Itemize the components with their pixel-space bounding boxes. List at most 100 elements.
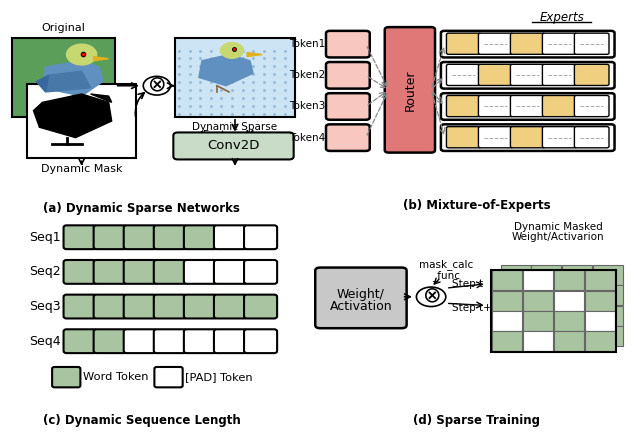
Text: Weight/Activarion: Weight/Activarion <box>512 232 605 242</box>
FancyBboxPatch shape <box>326 124 370 151</box>
FancyBboxPatch shape <box>93 329 127 353</box>
FancyBboxPatch shape <box>562 306 592 326</box>
Polygon shape <box>40 94 112 137</box>
FancyBboxPatch shape <box>63 329 97 353</box>
Text: Dynamic Masked: Dynamic Masked <box>514 222 603 232</box>
FancyBboxPatch shape <box>562 265 592 285</box>
Polygon shape <box>199 54 253 86</box>
FancyBboxPatch shape <box>124 329 157 353</box>
FancyBboxPatch shape <box>554 291 584 311</box>
FancyBboxPatch shape <box>214 225 247 249</box>
FancyBboxPatch shape <box>441 31 614 57</box>
FancyBboxPatch shape <box>214 260 247 284</box>
FancyBboxPatch shape <box>584 332 614 351</box>
FancyBboxPatch shape <box>385 27 435 152</box>
FancyBboxPatch shape <box>173 133 294 160</box>
Text: Token4: Token4 <box>289 133 325 143</box>
FancyBboxPatch shape <box>574 126 609 148</box>
FancyBboxPatch shape <box>154 225 187 249</box>
FancyBboxPatch shape <box>244 260 277 284</box>
FancyBboxPatch shape <box>543 64 577 85</box>
Text: Feature Map: Feature Map <box>203 130 267 141</box>
FancyBboxPatch shape <box>447 95 481 117</box>
Text: Conv2D: Conv2D <box>207 139 260 152</box>
FancyBboxPatch shape <box>479 33 513 54</box>
FancyBboxPatch shape <box>63 260 97 284</box>
FancyBboxPatch shape <box>93 260 127 284</box>
Text: Seq4: Seq4 <box>29 335 61 348</box>
Text: Word Token: Word Token <box>83 372 148 382</box>
Text: Dynamic Mask: Dynamic Mask <box>41 164 122 174</box>
FancyBboxPatch shape <box>543 33 577 54</box>
Polygon shape <box>93 57 109 61</box>
FancyBboxPatch shape <box>523 332 553 351</box>
FancyBboxPatch shape <box>531 326 561 346</box>
FancyBboxPatch shape <box>500 286 531 305</box>
FancyBboxPatch shape <box>500 265 531 285</box>
FancyBboxPatch shape <box>244 295 277 318</box>
Text: $\otimes$: $\otimes$ <box>147 76 166 96</box>
FancyBboxPatch shape <box>593 326 623 346</box>
FancyBboxPatch shape <box>492 332 522 351</box>
FancyBboxPatch shape <box>154 367 182 387</box>
FancyBboxPatch shape <box>63 225 97 249</box>
FancyBboxPatch shape <box>554 311 584 331</box>
Text: Step t: Step t <box>452 279 483 289</box>
Text: Original: Original <box>42 23 86 33</box>
Text: Weight/: Weight/ <box>337 288 385 301</box>
Circle shape <box>221 42 243 58</box>
FancyBboxPatch shape <box>447 64 481 85</box>
FancyBboxPatch shape <box>441 62 614 88</box>
FancyBboxPatch shape <box>184 295 217 318</box>
FancyBboxPatch shape <box>184 260 217 284</box>
Text: Token2: Token2 <box>289 70 325 80</box>
FancyBboxPatch shape <box>584 311 614 331</box>
Text: (d) Sparse Training: (d) Sparse Training <box>413 414 540 427</box>
FancyBboxPatch shape <box>584 291 614 311</box>
FancyBboxPatch shape <box>124 295 157 318</box>
Text: $\otimes$: $\otimes$ <box>422 287 440 307</box>
FancyBboxPatch shape <box>492 271 522 290</box>
FancyBboxPatch shape <box>63 295 97 318</box>
FancyBboxPatch shape <box>52 367 81 387</box>
Text: (b) Mixture-of-Experts: (b) Mixture-of-Experts <box>403 199 550 213</box>
FancyBboxPatch shape <box>492 291 522 311</box>
FancyBboxPatch shape <box>500 306 531 326</box>
Polygon shape <box>91 94 112 102</box>
Text: (c) Dynamic Sequence Length: (c) Dynamic Sequence Length <box>43 414 241 427</box>
Polygon shape <box>247 53 262 57</box>
FancyBboxPatch shape <box>441 124 614 151</box>
Text: Seq1: Seq1 <box>29 231 61 244</box>
Polygon shape <box>45 71 91 92</box>
FancyBboxPatch shape <box>492 311 522 331</box>
FancyBboxPatch shape <box>543 126 577 148</box>
FancyBboxPatch shape <box>531 286 561 305</box>
FancyBboxPatch shape <box>316 267 406 328</box>
FancyBboxPatch shape <box>574 64 609 85</box>
FancyBboxPatch shape <box>500 326 531 346</box>
FancyBboxPatch shape <box>447 33 481 54</box>
FancyBboxPatch shape <box>511 33 545 54</box>
FancyBboxPatch shape <box>326 62 370 88</box>
FancyBboxPatch shape <box>523 271 553 290</box>
Text: Seq2: Seq2 <box>29 265 61 278</box>
FancyBboxPatch shape <box>574 33 609 54</box>
FancyBboxPatch shape <box>28 84 136 158</box>
Text: _func: _func <box>432 270 460 281</box>
FancyBboxPatch shape <box>441 93 614 120</box>
Text: Token3: Token3 <box>289 102 325 111</box>
Text: Experts: Experts <box>540 11 584 24</box>
Text: [PAD] Token: [PAD] Token <box>186 372 253 382</box>
FancyBboxPatch shape <box>244 225 277 249</box>
Text: Step t+1: Step t+1 <box>452 303 499 312</box>
FancyBboxPatch shape <box>593 265 623 285</box>
Text: Router: Router <box>403 69 417 110</box>
Polygon shape <box>42 61 102 96</box>
FancyBboxPatch shape <box>543 95 577 117</box>
FancyBboxPatch shape <box>479 95 513 117</box>
FancyBboxPatch shape <box>554 332 584 351</box>
Text: (a) Dynamic Sparse Networks: (a) Dynamic Sparse Networks <box>44 202 240 214</box>
FancyBboxPatch shape <box>93 225 127 249</box>
FancyBboxPatch shape <box>479 126 513 148</box>
FancyBboxPatch shape <box>479 64 513 85</box>
